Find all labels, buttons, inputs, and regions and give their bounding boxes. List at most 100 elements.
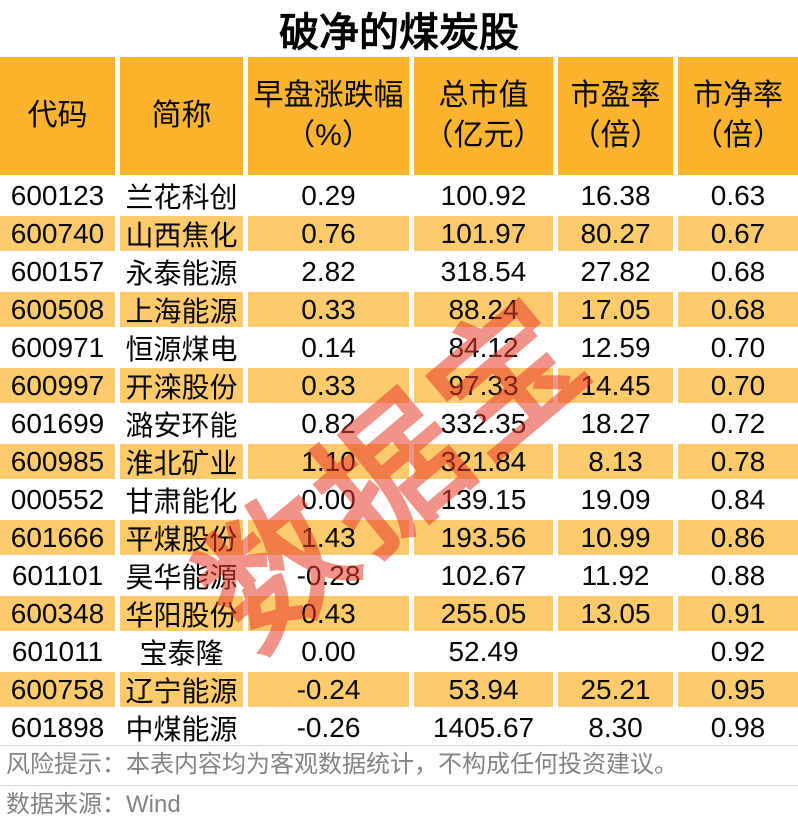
cell-pe-row-15: 8.30 xyxy=(558,710,673,745)
cell-pb-row-15: 0.98 xyxy=(678,710,798,745)
cell-code-row-14: 600758 xyxy=(0,672,115,707)
cell-name-row-1: 兰花科创 xyxy=(120,178,243,213)
header-cell-name: 简称 xyxy=(120,57,243,175)
cell-pe-row-9: 19.09 xyxy=(558,482,673,517)
cell-mcap-row-3: 318.54 xyxy=(414,254,553,289)
cell-name-row-2: 山西焦化 xyxy=(120,216,243,251)
cell-name-row-13: 宝泰隆 xyxy=(120,634,243,669)
cell-pe-row-5: 12.59 xyxy=(558,330,673,365)
cell-pe-row-1: 16.38 xyxy=(558,178,673,213)
cell-change-row-3: 2.82 xyxy=(248,254,409,289)
header-cell-mcap: 总市值 （亿元） xyxy=(414,57,553,175)
cell-pb-row-6: 0.70 xyxy=(678,368,798,403)
header-cell-pe: 市盈率 （倍） xyxy=(558,57,673,175)
cell-pb-row-7: 0.72 xyxy=(678,406,798,441)
cell-pe-row-3: 27.82 xyxy=(558,254,673,289)
cell-mcap-row-6: 97.33 xyxy=(414,368,553,403)
cell-mcap-row-12: 255.05 xyxy=(414,596,553,631)
cell-mcap-row-11: 102.67 xyxy=(414,558,553,593)
cell-change-row-7: 0.82 xyxy=(248,406,409,441)
cell-pb-row-13: 0.92 xyxy=(678,634,798,669)
cell-change-row-14: -0.24 xyxy=(248,672,409,707)
cell-pe-row-2: 80.27 xyxy=(558,216,673,251)
cell-change-row-10: 1.43 xyxy=(248,520,409,555)
cell-code-row-2: 600740 xyxy=(0,216,115,251)
cell-pb-row-12: 0.91 xyxy=(678,596,798,631)
cell-mcap-row-9: 139.15 xyxy=(414,482,553,517)
cell-name-row-4: 上海能源 xyxy=(120,292,243,327)
cell-pe-row-11: 11.92 xyxy=(558,558,673,593)
cell-pb-row-9: 0.84 xyxy=(678,482,798,517)
cell-change-row-9: 0.00 xyxy=(248,482,409,517)
header-cell-pb: 市净率 （倍） xyxy=(678,57,798,175)
cell-pb-row-2: 0.67 xyxy=(678,216,798,251)
cell-name-row-3: 永泰能源 xyxy=(120,254,243,289)
cell-code-row-1: 600123 xyxy=(0,178,115,213)
cell-code-row-11: 601101 xyxy=(0,558,115,593)
cell-change-row-1: 0.29 xyxy=(248,178,409,213)
cell-mcap-row-7: 332.35 xyxy=(414,406,553,441)
cell-pe-row-6: 14.45 xyxy=(558,368,673,403)
cell-code-row-9: 000552 xyxy=(0,482,115,517)
cell-change-row-4: 0.33 xyxy=(248,292,409,327)
cell-change-row-15: -0.26 xyxy=(248,710,409,745)
cell-change-row-12: 0.43 xyxy=(248,596,409,631)
header-cell-code: 代码 xyxy=(0,57,115,175)
cell-change-row-11: -0.28 xyxy=(248,558,409,593)
cell-name-row-9: 甘肃能化 xyxy=(120,482,243,517)
cell-mcap-row-8: 321.84 xyxy=(414,444,553,479)
data-source: 数据来源：Wind xyxy=(0,785,798,825)
cell-mcap-row-4: 88.24 xyxy=(414,292,553,327)
page-title: 破净的煤炭股 xyxy=(279,10,519,55)
cell-change-row-8: 1.10 xyxy=(248,444,409,479)
cell-pe-row-4: 17.05 xyxy=(558,292,673,327)
cell-pb-row-3: 0.68 xyxy=(678,254,798,289)
cell-code-row-3: 600157 xyxy=(0,254,115,289)
cell-name-row-10: 平煤股份 xyxy=(120,520,243,555)
cell-pe-row-8: 8.13 xyxy=(558,444,673,479)
cell-name-row-6: 开滦股份 xyxy=(120,368,243,403)
cell-pb-row-10: 0.86 xyxy=(678,520,798,555)
cell-pb-row-11: 0.88 xyxy=(678,558,798,593)
cell-mcap-row-10: 193.56 xyxy=(414,520,553,555)
header-cell-change: 早盘涨跌幅 （%） xyxy=(248,57,409,175)
cell-change-row-13: 0.00 xyxy=(248,634,409,669)
risk-note: 风险提示：本表内容均为客观数据统计，不构成任何投资建议。 xyxy=(0,745,798,785)
cell-mcap-row-5: 84.12 xyxy=(414,330,553,365)
cell-code-row-10: 601666 xyxy=(0,520,115,555)
cell-code-row-7: 601699 xyxy=(0,406,115,441)
cell-code-row-6: 600997 xyxy=(0,368,115,403)
cell-change-row-5: 0.14 xyxy=(248,330,409,365)
cell-mcap-row-1: 100.92 xyxy=(414,178,553,213)
cell-mcap-row-14: 53.94 xyxy=(414,672,553,707)
cell-name-row-5: 恒源煤电 xyxy=(120,330,243,365)
cell-pb-row-8: 0.78 xyxy=(678,444,798,479)
cell-code-row-5: 600971 xyxy=(0,330,115,365)
cell-mcap-row-2: 101.97 xyxy=(414,216,553,251)
cell-mcap-row-15: 1405.67 xyxy=(414,710,553,745)
cell-pb-row-1: 0.63 xyxy=(678,178,798,213)
cell-name-row-15: 中煤能源 xyxy=(120,710,243,745)
cell-pb-row-14: 0.95 xyxy=(678,672,798,707)
cell-code-row-4: 600508 xyxy=(0,292,115,327)
cell-pe-row-13 xyxy=(558,634,673,669)
cell-change-row-2: 0.76 xyxy=(248,216,409,251)
cell-code-row-15: 601898 xyxy=(0,710,115,745)
cell-name-row-11: 昊华能源 xyxy=(120,558,243,593)
cell-pb-row-5: 0.70 xyxy=(678,330,798,365)
cell-pb-row-4: 0.68 xyxy=(678,292,798,327)
cell-name-row-12: 华阳股份 xyxy=(120,596,243,631)
cell-name-row-14: 辽宁能源 xyxy=(120,672,243,707)
cell-name-row-7: 潞安环能 xyxy=(120,406,243,441)
cell-code-row-13: 601011 xyxy=(0,634,115,669)
cell-pe-row-7: 18.27 xyxy=(558,406,673,441)
stocks-table: 代码 简称 早盘涨跌幅 （%） 总市值 （亿元） 市盈率 （倍） 市净率 （倍）… xyxy=(0,57,798,745)
cell-name-row-8: 淮北矿业 xyxy=(120,444,243,479)
cell-change-row-6: 0.33 xyxy=(248,368,409,403)
cell-pe-row-14: 25.21 xyxy=(558,672,673,707)
cell-pe-row-10: 10.99 xyxy=(558,520,673,555)
cell-code-row-8: 600985 xyxy=(0,444,115,479)
cell-mcap-row-13: 52.49 xyxy=(414,634,553,669)
cell-code-row-12: 600348 xyxy=(0,596,115,631)
